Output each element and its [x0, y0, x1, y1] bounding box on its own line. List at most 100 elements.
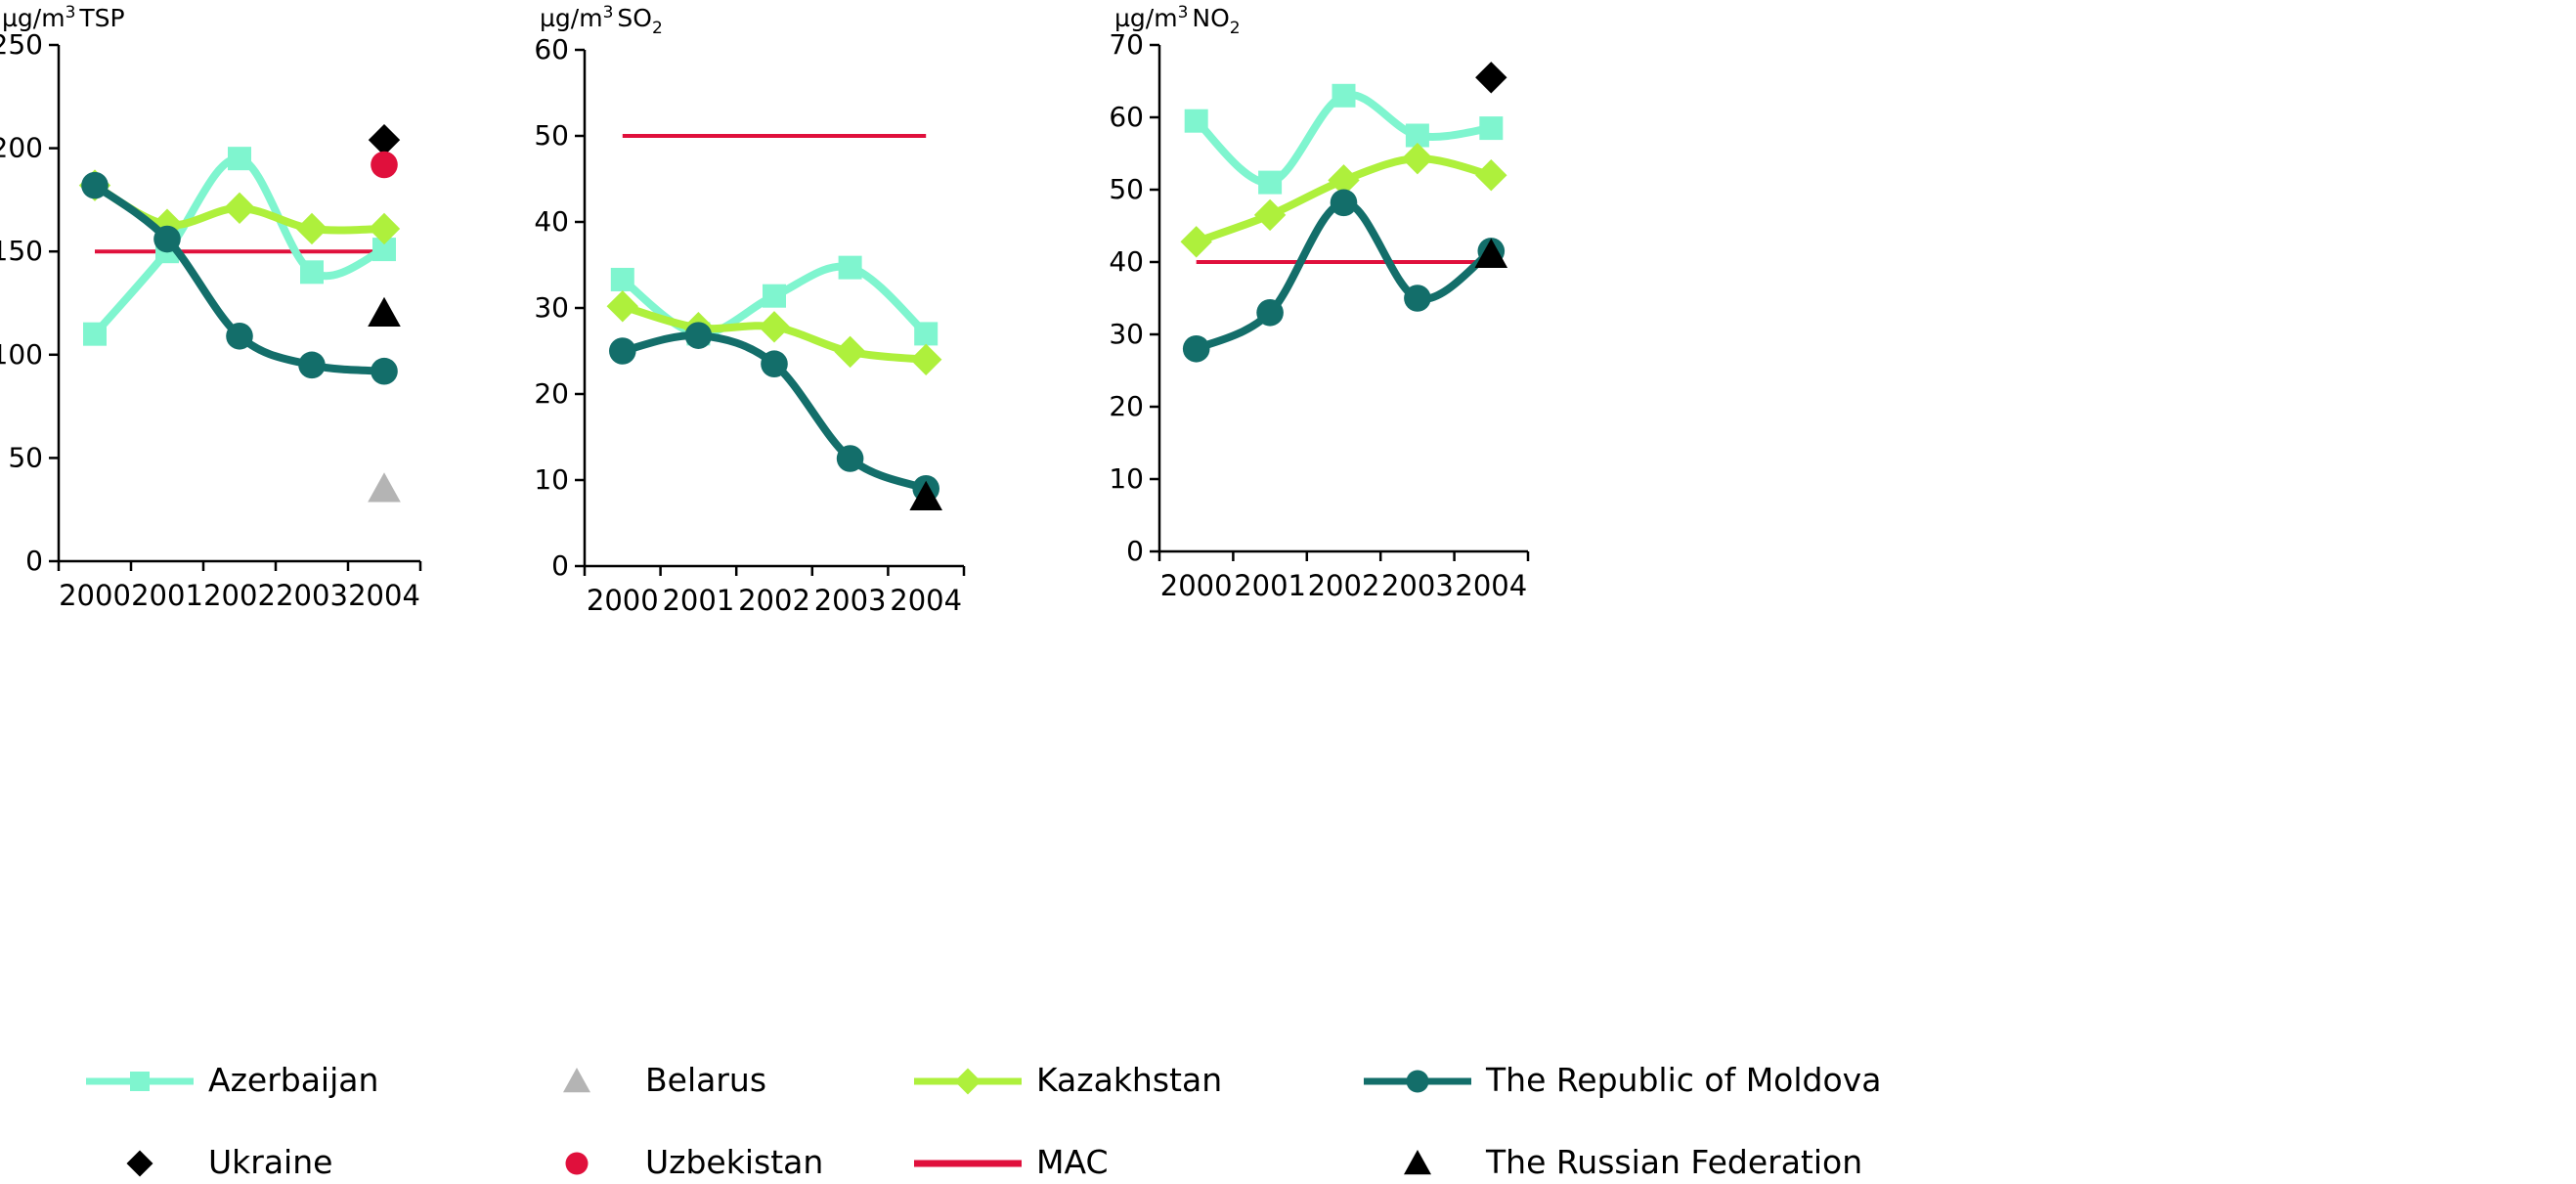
y-tick-label: 30	[1109, 318, 1144, 350]
data-point-kazakhstan	[368, 212, 401, 245]
point-ukraine	[368, 123, 401, 156]
legend-label-moldova: The Republic of Moldova	[1485, 1061, 1881, 1099]
legend-label-azerbaijan: Azerbaijan	[208, 1061, 378, 1099]
data-point-azerbaijan	[1479, 116, 1504, 141]
y-tick-label: 50	[534, 119, 569, 152]
legend-swatch-marker	[1404, 1150, 1431, 1175]
y-tick-label: 60	[534, 33, 569, 66]
data-point-azerbaijan	[1332, 83, 1356, 108]
y-axis-label-sup: 3	[65, 3, 76, 22]
legend-swatch-marker	[126, 1150, 153, 1177]
x-tick-label: 2000	[1160, 569, 1233, 602]
data-point-azerbaijan	[1258, 170, 1283, 195]
point-uzbekistan	[371, 151, 398, 179]
y-tick-label: 100	[0, 338, 43, 371]
data-point-kazakhstan	[295, 212, 328, 245]
x-tick-label: 2001	[131, 579, 203, 612]
y-tick-label: 20	[1109, 390, 1144, 422]
y-axis-label-sup: 3	[603, 3, 614, 22]
data-point-kazakhstan	[758, 311, 791, 343]
y-axis-label-sub: 2	[1230, 19, 1241, 38]
legend-label-kazakhstan: Kazakhstan	[1036, 1061, 1222, 1099]
y-tick-label: 250	[0, 28, 43, 61]
legend: Azerbaijan Belarus Kazakhstan The Republic …	[86, 1061, 1881, 1181]
data-point-azerbaijan	[83, 322, 107, 346]
data-point-azerbaijan	[763, 284, 786, 308]
data-point-kazakhstan	[1328, 164, 1360, 197]
y-axis-label-pollutant: NO	[1192, 4, 1229, 32]
data-point-kazakhstan	[606, 290, 638, 323]
y-tick-label: 10	[1109, 462, 1144, 495]
data-point-moldova	[836, 445, 864, 472]
x-tick-label: 2002	[1308, 569, 1380, 602]
y-tick-label: 0	[551, 549, 569, 582]
y-tick-label: 0	[1126, 535, 1144, 567]
y-tick-label: 70	[1109, 28, 1144, 61]
y-axis-label-pollutant: TSP	[78, 4, 124, 32]
series-azerbaijan	[83, 147, 396, 346]
point-russia	[368, 296, 401, 327]
y-tick-label: 50	[1109, 173, 1144, 205]
x-tick-label: 2002	[738, 584, 810, 617]
data-point-kazakhstan	[1475, 159, 1507, 192]
series-azerbaijan	[1184, 83, 1504, 195]
y-tick-label: 30	[534, 291, 569, 324]
x-tick-label: 2003	[814, 584, 887, 617]
x-tick-label: 2001	[1234, 569, 1306, 602]
y-axis-label: µg/m3 SO2	[540, 3, 663, 38]
point-russia	[909, 480, 942, 511]
y-tick-label: 200	[0, 132, 43, 164]
legend-item-russia: The Russian Federation	[1404, 1143, 1862, 1181]
x-tick-label: 2001	[662, 584, 734, 617]
data-point-moldova	[298, 351, 326, 379]
data-point-moldova	[371, 357, 398, 385]
legend-label-belarus: Belarus	[645, 1061, 766, 1099]
legend-label-uzbekistan: Uzbekistan	[645, 1143, 823, 1180]
y-axis-label-unit: µg/m	[1114, 4, 1178, 32]
y-axis-label: µg/m3 TSP	[2, 3, 125, 32]
data-point-azerbaijan	[914, 322, 939, 346]
y-tick-label: 150	[0, 235, 43, 267]
x-tick-label: 2002	[203, 579, 276, 612]
x-tick-label: 2004	[348, 579, 420, 612]
data-point-kazakhstan	[1401, 142, 1434, 175]
legend-item-belarus: Belarus	[563, 1061, 766, 1099]
y-axis-label: µg/m3 NO2	[1114, 3, 1241, 38]
legend-label-mac: MAC	[1036, 1143, 1109, 1180]
data-point-kazakhstan	[1180, 226, 1212, 258]
legend-item-azerbaijan: Azerbaijan	[86, 1061, 378, 1099]
data-point-azerbaijan	[610, 267, 634, 291]
y-axis-label-sub: 2	[652, 19, 663, 38]
data-point-moldova	[1404, 285, 1431, 312]
series-kazakhstan	[1180, 142, 1507, 258]
x-tick-label: 2003	[276, 579, 348, 612]
data-point-moldova	[1330, 189, 1358, 217]
x-tick-label: 2004	[890, 584, 962, 617]
series-moldova	[609, 322, 939, 503]
legend-label-russia: The Russian Federation	[1485, 1143, 1862, 1180]
x-tick-label: 2000	[59, 579, 131, 612]
y-tick-label: 0	[25, 545, 43, 577]
data-point-kazakhstan	[223, 192, 256, 225]
data-point-moldova	[684, 322, 713, 349]
y-axis-label-pollutant: SO	[617, 4, 652, 32]
y-axis-label-unit: µg/m	[2, 4, 65, 32]
legend-item-kazakhstan: Kazakhstan	[914, 1061, 1222, 1099]
y-tick-label: 40	[534, 205, 569, 238]
data-point-moldova	[1182, 335, 1210, 363]
data-point-moldova	[81, 171, 109, 199]
legend-item-ukraine: Ukraine	[126, 1143, 332, 1181]
data-point-kazakhstan	[1253, 198, 1287, 232]
y-tick-label: 50	[8, 441, 43, 473]
data-point-moldova	[1256, 299, 1284, 327]
data-point-moldova	[761, 350, 788, 378]
legend-item-moldova: The Republic of Moldova	[1364, 1061, 1881, 1099]
legend-swatch-marker	[130, 1072, 150, 1091]
legend-swatch-marker	[563, 1068, 590, 1093]
data-point-azerbaijan	[838, 255, 862, 280]
